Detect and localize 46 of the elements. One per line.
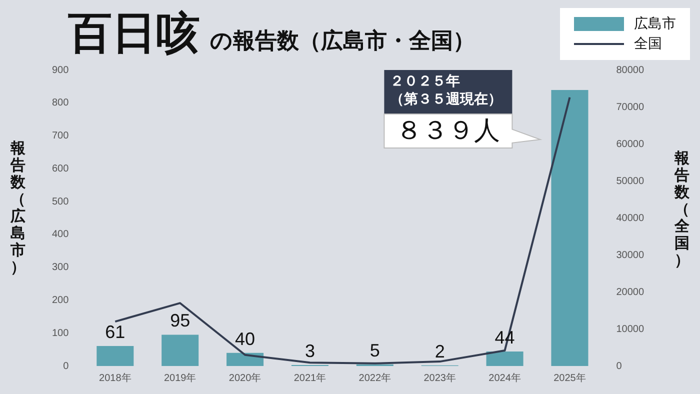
bar <box>551 90 588 366</box>
x-tick-label: 2024年 <box>488 372 521 384</box>
data-label: 61 <box>105 322 126 342</box>
data-label: 3 <box>304 340 315 361</box>
y-tick-label: 600 <box>52 163 70 174</box>
bar <box>96 346 134 366</box>
y-tick-label: 500 <box>52 196 70 208</box>
y-tick-label: 300 <box>52 262 70 274</box>
y2-tick-label: 60000 <box>616 138 644 150</box>
y2-axis-title: 報告数（全国） <box>674 149 690 269</box>
y-tick-label: 100 <box>52 328 70 339</box>
y-tick-label: 200 <box>52 294 70 306</box>
y-tick-label: 700 <box>52 130 70 142</box>
x-tick-label: 2021年 <box>294 372 326 384</box>
annotation: ８３９人 <box>396 116 500 146</box>
y2-tick-label: 40000 <box>616 212 644 224</box>
x-tick-label: 2018年 <box>99 372 132 384</box>
y-tick-label: 400 <box>52 229 70 240</box>
y2-tick-label: 70000 <box>616 102 644 113</box>
y2-tick-label: 50000 <box>616 176 644 187</box>
bar <box>486 352 524 366</box>
x-tick-label: 2023年 <box>424 372 456 384</box>
chart-title: 百日咳 <box>68 8 200 59</box>
y2-tick-label: 0 <box>616 360 622 372</box>
data-label: 2 <box>434 341 445 362</box>
y-tick-label: 800 <box>52 98 70 109</box>
x-tick-label: 2025年 <box>554 372 586 384</box>
legend-label: 全国 <box>634 35 662 53</box>
data-label: 95 <box>170 310 190 331</box>
data-label: 5 <box>370 340 380 360</box>
x-tick-label: 2019年 <box>164 372 196 384</box>
data-label: 40 <box>235 328 256 349</box>
x-tick-label: 2020年 <box>228 372 262 384</box>
x-tick-label: 2022年 <box>358 372 392 384</box>
annotation: ２０２５年 <box>390 74 460 90</box>
y2-tick-label: 80000 <box>616 64 644 76</box>
legend-label: 広島市 <box>634 15 676 33</box>
y2-tick-label: 10000 <box>616 324 644 335</box>
y-axis-title: 報告数（広島市） <box>10 139 26 276</box>
bar <box>162 334 199 366</box>
chart-subtitle: の報告数（広島市・全国） <box>210 29 475 54</box>
y2-tick-label: 20000 <box>616 286 644 298</box>
y-tick-label: 900 <box>52 64 70 76</box>
y2-tick-label: 30000 <box>616 250 644 261</box>
y-tick-label: 0 <box>63 360 70 372</box>
annotation: （第３５週現在） <box>390 92 502 108</box>
